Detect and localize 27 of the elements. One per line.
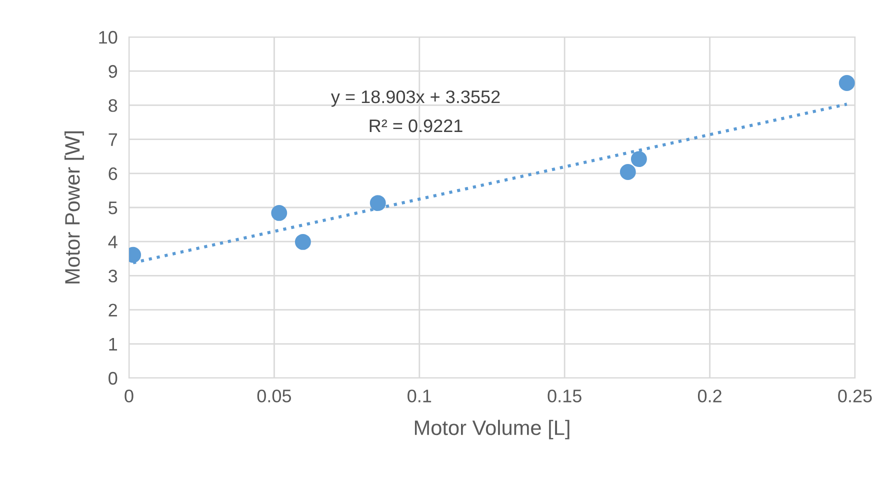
- point: [271, 204, 288, 221]
- annotation: y = 18.903x + 3.3552: [330, 90, 500, 107]
- point: [370, 195, 386, 212]
- y-tick-label: 7: [108, 133, 117, 146]
- x-tick-label: 0.1: [408, 390, 432, 402]
- y-tick-label: 9: [108, 65, 118, 78]
- annotation: R² = 0.9221: [370, 119, 462, 132]
- x-tick-label: 0: [124, 390, 134, 402]
- x-tick-label: 0.05: [257, 390, 292, 402]
- y-tick-label: 8: [108, 99, 118, 112]
- y-tick-label: 4: [108, 236, 118, 248]
- y-tick-label: 5: [108, 202, 118, 214]
- y-tick-label: 2: [108, 304, 117, 316]
- x-axis-title: Motor Volume [L]: [414, 420, 570, 440]
- x-tick-label: 0.2: [698, 390, 722, 402]
- point: [294, 234, 311, 250]
- y-tick-label: 1: [109, 338, 118, 350]
- y-tick-label: 0: [108, 372, 118, 385]
- y-tick-label: 10: [99, 30, 118, 44]
- x-tick-label: 0.25: [838, 390, 872, 402]
- x-tick-label: 0.15: [548, 390, 582, 402]
- point: [630, 151, 647, 168]
- point: [620, 164, 636, 180]
- point: [838, 75, 855, 92]
- y-tick-label: 6: [108, 167, 118, 180]
- y-tick-label: 3: [108, 270, 118, 282]
- y-axis-title: Motor Power [W]: [64, 131, 84, 284]
